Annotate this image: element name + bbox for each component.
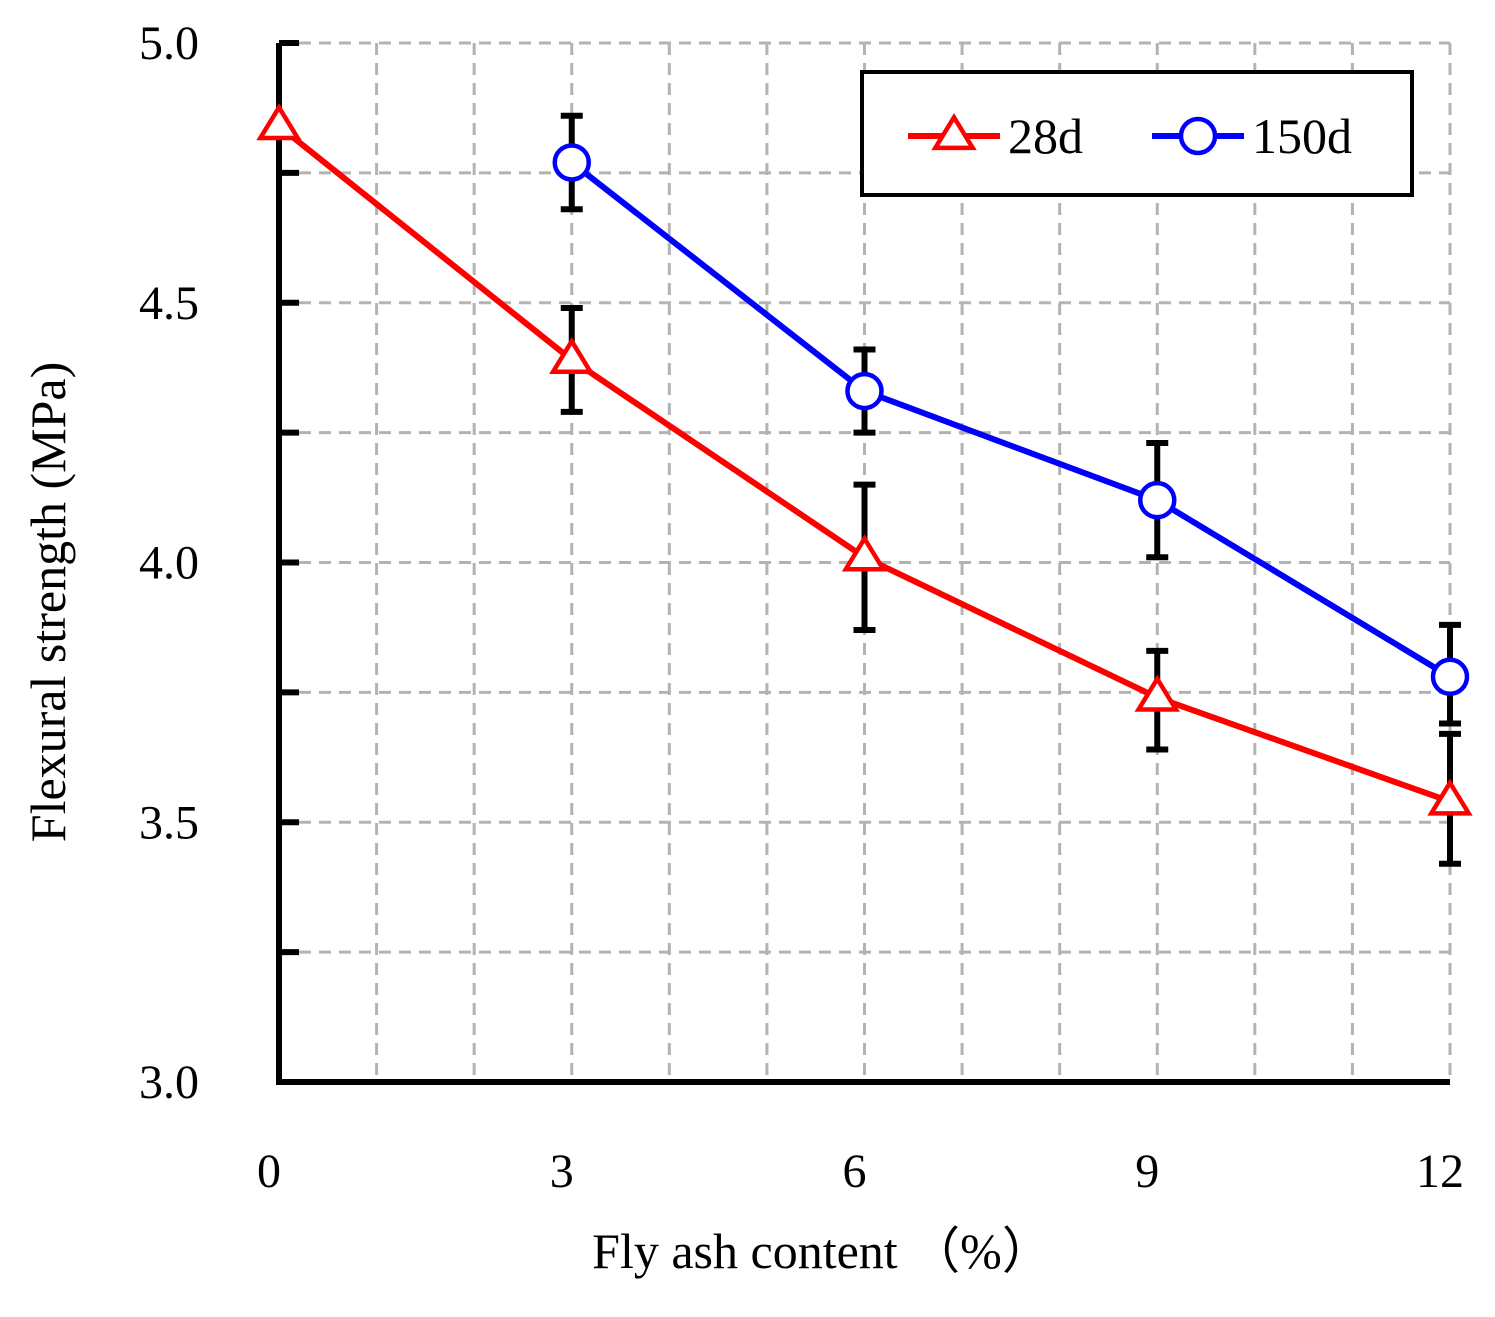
data-point bbox=[256, 103, 302, 141]
legend-marker bbox=[1178, 116, 1218, 156]
x-tick-label: 12 bbox=[1416, 1145, 1464, 1198]
series-layer bbox=[256, 103, 1473, 867]
axes bbox=[276, 40, 1450, 1085]
data-point bbox=[1138, 480, 1177, 520]
series-line bbox=[569, 160, 1452, 680]
data-point bbox=[1427, 778, 1473, 816]
data-point bbox=[549, 336, 595, 375]
y-axis-title: Flexural strength (MPa) bbox=[20, 362, 76, 842]
data-point bbox=[552, 143, 591, 182]
legend-item-28d: 28d bbox=[908, 108, 1083, 164]
tick-labels: 3.0 3.5 4.0 4.5 5.0 0 3 6 9 12 bbox=[139, 17, 1464, 1198]
legend: 28d 150d bbox=[860, 70, 1414, 197]
series-150d bbox=[552, 112, 1470, 727]
y-tick-label: 3.0 bbox=[139, 1056, 199, 1109]
data-point bbox=[1134, 674, 1180, 712]
x-tick-label: 3 bbox=[550, 1145, 574, 1198]
legend-label: 150d bbox=[1252, 108, 1352, 164]
legend-item-150d: 150d bbox=[1152, 108, 1352, 164]
data-point bbox=[1430, 657, 1470, 697]
y-tick-label: 4.0 bbox=[139, 537, 199, 590]
series-28d bbox=[256, 103, 1473, 867]
x-tick-label: 6 bbox=[843, 1145, 867, 1198]
y-tick-label: 4.5 bbox=[139, 277, 199, 330]
y-tick-label: 3.5 bbox=[139, 796, 199, 849]
data-point bbox=[841, 534, 888, 572]
legend-label: 28d bbox=[1008, 108, 1083, 164]
x-axis-title: Fly ash content （%） bbox=[592, 1223, 1052, 1279]
data-point bbox=[845, 371, 884, 411]
legend-marker bbox=[931, 112, 977, 151]
x-tick-label: 9 bbox=[1135, 1145, 1159, 1198]
y-tick-label: 5.0 bbox=[139, 17, 199, 70]
x-tick-label: 0 bbox=[257, 1145, 281, 1198]
